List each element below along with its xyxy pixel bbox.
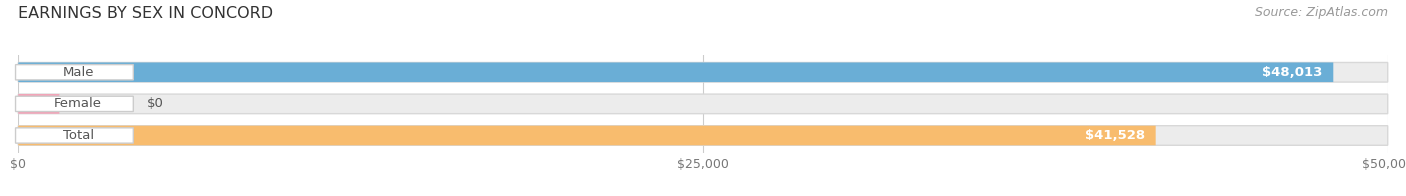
- Text: $0: $0: [148, 97, 165, 110]
- Text: $41,528: $41,528: [1084, 129, 1144, 142]
- Text: EARNINGS BY SEX IN CONCORD: EARNINGS BY SEX IN CONCORD: [18, 6, 273, 21]
- Text: Total: Total: [62, 129, 94, 142]
- FancyBboxPatch shape: [18, 126, 1388, 145]
- Text: $48,013: $48,013: [1263, 66, 1323, 79]
- Text: Source: ZipAtlas.com: Source: ZipAtlas.com: [1254, 6, 1388, 19]
- FancyBboxPatch shape: [15, 96, 134, 112]
- FancyBboxPatch shape: [18, 94, 59, 114]
- Text: Female: Female: [53, 97, 103, 110]
- FancyBboxPatch shape: [18, 63, 1388, 82]
- FancyBboxPatch shape: [18, 63, 1333, 82]
- FancyBboxPatch shape: [15, 65, 134, 80]
- FancyBboxPatch shape: [15, 128, 134, 143]
- FancyBboxPatch shape: [18, 94, 1388, 114]
- FancyBboxPatch shape: [18, 126, 1156, 145]
- Text: Male: Male: [62, 66, 94, 79]
